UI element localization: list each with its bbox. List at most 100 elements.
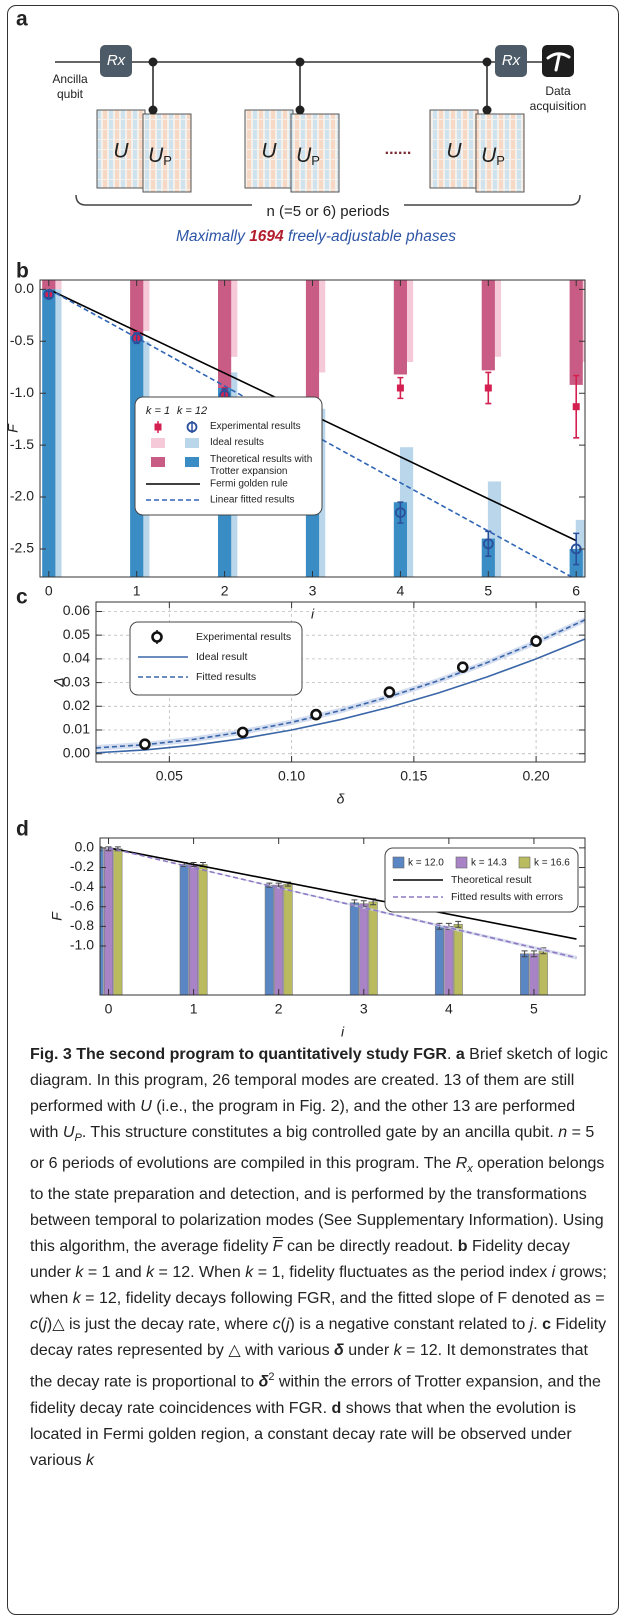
chart-panel: c 0.00 0.01 0.02 0.03 0.04 0.05 0.06 0.05 0.10 0.1… [16, 586, 586, 807]
error-bar [397, 501, 404, 524]
phases-label: Maximally 1694 freely-adjustable phases [176, 228, 456, 245]
figure: a Ancilla qubit Rx Rx Data acquisition U… [5, 8, 587, 1040]
caption-text: k [245, 1264, 254, 1282]
y-tick-label: 0.05 [63, 626, 90, 642]
legend-swatch [151, 438, 165, 448]
caption-text: = 1, fidelity fluctuates as the period i… [253, 1264, 552, 1282]
control-dot [482, 105, 492, 115]
bar [481, 280, 495, 371]
gate-label: U [296, 144, 312, 167]
caption-text: U [62, 1124, 75, 1141]
marker [396, 384, 404, 392]
caption-text: x [467, 1163, 473, 1176]
gate-label: U [446, 140, 462, 163]
marker [43, 289, 55, 300]
caption-text: . [533, 1316, 543, 1334]
gate-subscript: P [163, 153, 172, 168]
caption-text: 2 [268, 1371, 275, 1384]
panel-label: c [16, 586, 28, 609]
caption-text: U [140, 1098, 152, 1115]
caption-text: a [455, 1046, 465, 1063]
caption-text: Fig. 3 The second program to quantitativ… [30, 1046, 447, 1063]
caption-text: = 12, fidelity decays following FGR, and… [80, 1290, 605, 1308]
marker [383, 686, 396, 698]
bar [100, 848, 104, 995]
caption-text: k [393, 1342, 402, 1360]
caption-text: operation belongs to the state preparati… [30, 1155, 605, 1256]
y-axis-label: F [5, 423, 21, 433]
u-block [429, 109, 479, 189]
bar [434, 926, 445, 995]
marker [310, 708, 322, 721]
legend-swatch [518, 856, 531, 869]
line [96, 619, 585, 749]
caption-text: )△ is just the decay rate, where [46, 1316, 273, 1334]
y-tick-label: -0.2 [70, 858, 94, 874]
legend-label: Theoretical result [451, 874, 532, 886]
caption-text: P [74, 1132, 82, 1145]
x-tick-label: 5 [530, 1001, 538, 1017]
x-axis-label: i [311, 606, 315, 622]
y-axis-label: Δ [51, 677, 67, 687]
chart-panel: d 0.0 -0.2 -0.4 -0.6 -0.8 -1.0 0 1 2 3 4 5 i Fk = 12.0… [16, 818, 586, 1040]
bar [218, 280, 232, 388]
up-block [142, 113, 192, 193]
x-tick-label: 0.15 [400, 768, 427, 784]
legend-label: Ideal results [210, 437, 264, 448]
y-tick-label: 0.01 [63, 721, 90, 737]
bar [349, 902, 359, 995]
bar [264, 884, 274, 995]
bar [274, 884, 284, 995]
caption-text: = 5 or 6 periods of evolutions are compi… [30, 1124, 595, 1173]
bar [520, 953, 530, 995]
bar [130, 280, 144, 337]
error-bar [521, 950, 528, 958]
ancilla-label: qubit [57, 87, 84, 101]
plot-frame [95, 601, 586, 763]
caption-text: grows; when [30, 1264, 607, 1308]
x-tick-label: 3 [309, 583, 317, 599]
legend-label: Fermi golden rule [210, 479, 288, 490]
gate-subscript: P [496, 153, 505, 168]
legend-label: Fitted results with errors [451, 891, 563, 903]
legend-label: Experimental results [210, 421, 301, 432]
x-tick-label: 0 [45, 583, 53, 599]
figure-caption: Fig. 3 The second program to quantitativ… [30, 1042, 608, 1474]
readout-label: Data [545, 84, 571, 98]
legend-swatch [185, 457, 199, 467]
x-tick-label: 6 [572, 583, 580, 599]
caption-text: ) is a negative constant related to [289, 1316, 530, 1334]
bar [393, 502, 407, 577]
caption-text: R [455, 1155, 468, 1173]
caption-text: . [446, 1046, 456, 1063]
marker [395, 507, 406, 519]
y-tick-label: 0.03 [63, 673, 90, 689]
bar [368, 901, 378, 995]
error-bar [455, 920, 462, 928]
bar [481, 538, 495, 577]
control-dot [148, 105, 158, 115]
periods-label: n (=5 or 6) periods [267, 203, 390, 220]
y-tick-label: -0.4 [70, 878, 94, 894]
legend-label: k = 14.3 [471, 858, 507, 869]
legend-header: k = 12 [177, 405, 207, 417]
y-tick-label: 0.06 [63, 602, 90, 618]
band [108, 847, 577, 960]
caption-text: i [551, 1264, 556, 1282]
gate-label: U [148, 144, 164, 167]
x-tick-label: 0.10 [278, 768, 305, 784]
gate-label: UP [296, 144, 320, 169]
legend-box [134, 396, 323, 516]
marker [186, 421, 198, 433]
panel-label: b [16, 260, 29, 283]
y-axis-label: F [49, 911, 65, 921]
caption-text: c [272, 1316, 281, 1334]
y-tick-label: -1.0 [70, 937, 94, 953]
legend-label: Linear fitted results [210, 495, 295, 506]
x-tick-label: 0.05 [156, 768, 183, 784]
legend-label: Fitted results [196, 671, 256, 683]
caption-text: = 12. When [154, 1264, 246, 1282]
caption-text: δ [334, 1342, 344, 1360]
caption-text: j [285, 1316, 290, 1334]
gate-label: U [113, 140, 129, 163]
